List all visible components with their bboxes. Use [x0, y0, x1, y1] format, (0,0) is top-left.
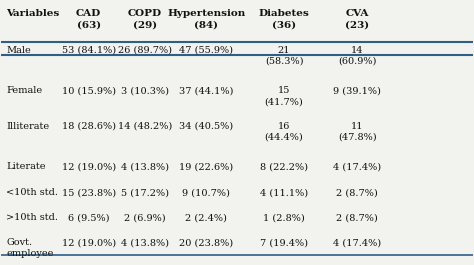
Text: 2 (6.9%): 2 (6.9%) — [124, 213, 166, 222]
Text: 5 (17.2%): 5 (17.2%) — [121, 188, 169, 197]
Text: 26 (89.7%): 26 (89.7%) — [118, 46, 172, 55]
Text: 4 (17.4%): 4 (17.4%) — [333, 238, 381, 247]
Text: 15
(41.7%): 15 (41.7%) — [265, 86, 303, 107]
Text: 12 (19.0%): 12 (19.0%) — [62, 238, 116, 247]
Text: 37 (44.1%): 37 (44.1%) — [179, 86, 234, 95]
Text: 8 (22.2%): 8 (22.2%) — [260, 162, 308, 171]
Text: 10 (15.9%): 10 (15.9%) — [62, 86, 116, 95]
Text: 47 (55.9%): 47 (55.9%) — [179, 46, 233, 55]
Text: 12 (19.0%): 12 (19.0%) — [62, 162, 116, 171]
Text: 6 (9.5%): 6 (9.5%) — [68, 213, 109, 222]
Text: <10th std.: <10th std. — [6, 188, 58, 197]
Text: 4 (13.8%): 4 (13.8%) — [121, 238, 169, 247]
Text: 21
(58.3%): 21 (58.3%) — [265, 46, 303, 66]
Text: 9 (39.1%): 9 (39.1%) — [333, 86, 381, 95]
Text: CAD
(63): CAD (63) — [76, 9, 101, 29]
Text: Literate: Literate — [6, 162, 46, 171]
Text: 18 (28.6%): 18 (28.6%) — [62, 122, 116, 131]
Text: Variables: Variables — [6, 9, 59, 18]
Text: 14 (48.2%): 14 (48.2%) — [118, 122, 172, 131]
Text: Hypertension
(84): Hypertension (84) — [167, 9, 246, 29]
Text: 1 (2.8%): 1 (2.8%) — [263, 213, 305, 222]
Text: 34 (40.5%): 34 (40.5%) — [179, 122, 233, 131]
Text: 20 (23.8%): 20 (23.8%) — [179, 238, 233, 247]
Text: 2 (8.7%): 2 (8.7%) — [336, 213, 378, 222]
Text: COPD
(29): COPD (29) — [128, 9, 162, 29]
Text: Illiterate: Illiterate — [6, 122, 49, 131]
Text: Female: Female — [6, 86, 42, 95]
Text: 11
(47.8%): 11 (47.8%) — [338, 122, 376, 142]
Text: 53 (84.1%): 53 (84.1%) — [62, 46, 116, 55]
Text: >10th std.: >10th std. — [6, 213, 58, 222]
Text: 9 (10.7%): 9 (10.7%) — [182, 188, 230, 197]
Text: 7 (19.4%): 7 (19.4%) — [260, 238, 308, 247]
Text: 16
(44.4%): 16 (44.4%) — [265, 122, 303, 142]
Text: 2 (8.7%): 2 (8.7%) — [336, 188, 378, 197]
Text: 3 (10.3%): 3 (10.3%) — [121, 86, 169, 95]
Text: CVA
(23): CVA (23) — [345, 9, 369, 29]
Text: 15 (23.8%): 15 (23.8%) — [62, 188, 116, 197]
Text: 4 (17.4%): 4 (17.4%) — [333, 162, 381, 171]
Text: 4 (13.8%): 4 (13.8%) — [121, 162, 169, 171]
Text: 2 (2.4%): 2 (2.4%) — [185, 213, 228, 222]
Text: 4 (11.1%): 4 (11.1%) — [260, 188, 308, 197]
Text: 19 (22.6%): 19 (22.6%) — [179, 162, 233, 171]
Text: Diabetes
(36): Diabetes (36) — [259, 9, 310, 29]
Text: Govt.
employee: Govt. employee — [6, 238, 54, 258]
Text: Male: Male — [6, 46, 31, 55]
Text: 14
(60.9%): 14 (60.9%) — [338, 46, 376, 66]
